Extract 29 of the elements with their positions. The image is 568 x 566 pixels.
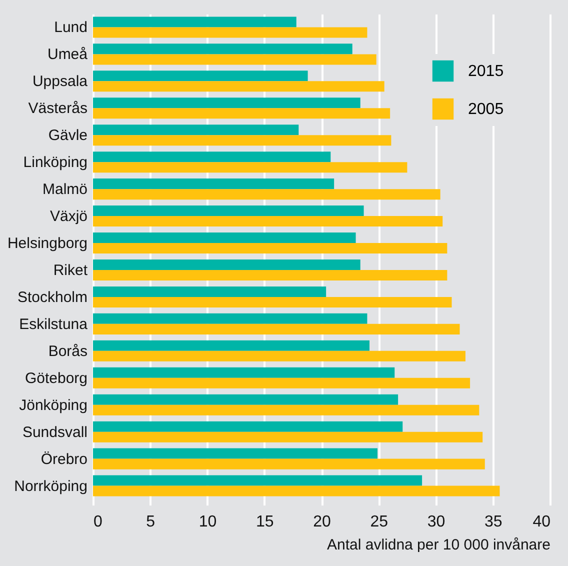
y-tick-label: Lund bbox=[54, 19, 88, 36]
x-tick-label: 0 bbox=[94, 514, 102, 530]
y-tick-label: Gävle bbox=[48, 127, 88, 144]
y-tick-label: Västerås bbox=[28, 100, 88, 118]
y-tick-label: Helsingborg bbox=[7, 235, 88, 252]
y-tick-label: Linköping bbox=[23, 154, 88, 172]
y-tick-label: Borås bbox=[48, 342, 88, 360]
y-tick-label: Uppsala bbox=[32, 73, 88, 90]
y-tick-label: Sundsvall bbox=[22, 424, 88, 441]
y-tick-label: Örebro bbox=[40, 450, 88, 468]
y-tick-label: Norrköping bbox=[14, 478, 88, 495]
x-tick-label: 25 bbox=[370, 514, 388, 530]
x-tick-label: 15 bbox=[256, 514, 274, 530]
x-tick-label: 30 bbox=[427, 514, 446, 530]
y-tick-label: Riket bbox=[53, 262, 88, 279]
x-tick-label: 10 bbox=[198, 514, 217, 530]
y-tick-label: Göteborg bbox=[24, 370, 88, 387]
y-tick-label: Jönköping bbox=[19, 396, 88, 414]
y-tick-label: Umeå bbox=[47, 46, 88, 64]
y-tick-label: Stockholm bbox=[17, 288, 88, 306]
legend-label: 2005 bbox=[468, 101, 504, 118]
x-tick-label: 5 bbox=[146, 514, 156, 530]
x-tick-label: 40 bbox=[532, 514, 551, 530]
y-tick-label: Växjö bbox=[50, 208, 88, 226]
x-tick-label: 20 bbox=[313, 514, 331, 530]
legend-label: 2015 bbox=[468, 63, 504, 80]
x-tick-label: 35 bbox=[484, 514, 502, 530]
y-tick-label: Eskilstuna bbox=[19, 316, 88, 333]
y-tick-label: Malmö bbox=[42, 181, 88, 198]
